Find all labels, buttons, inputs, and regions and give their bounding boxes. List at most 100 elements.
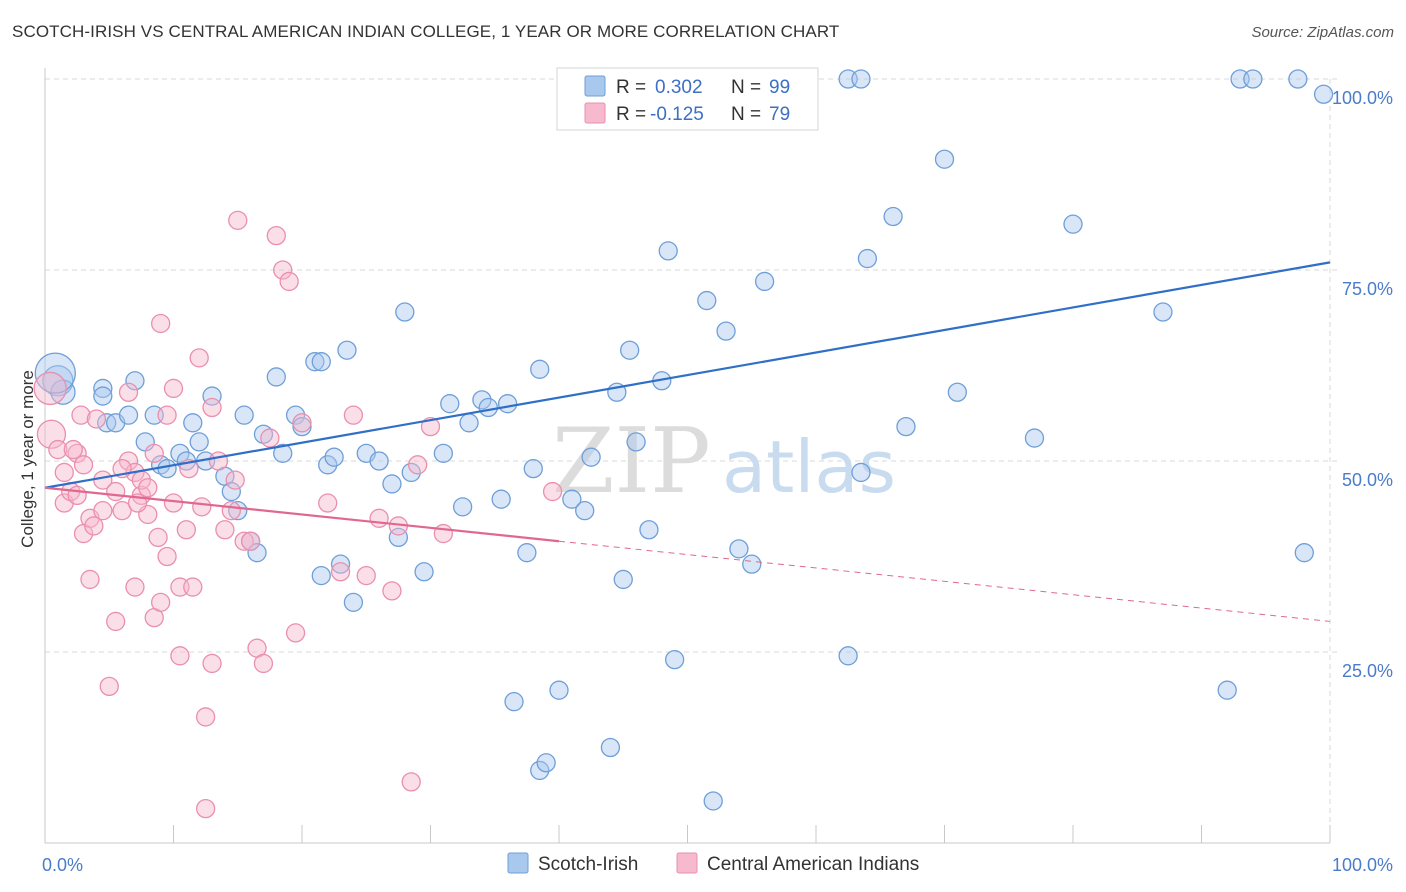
central-american-indians-point-69 xyxy=(433,523,454,544)
scotch-irish-point-11 xyxy=(157,458,177,479)
scotch-irish-point-13 xyxy=(170,443,190,464)
central-american-indians-point-78 xyxy=(225,470,245,490)
scotch-irish-point-33 xyxy=(324,447,344,467)
central-american-indians-trend-line xyxy=(44,486,560,543)
scotch-irish-point-73 xyxy=(697,290,717,311)
scotch-irish-point-90 xyxy=(1153,302,1173,322)
scotch-irish-point-93 xyxy=(1288,69,1308,89)
scotch-irish-point-49 xyxy=(478,397,498,418)
y-tick-label-0: 25.0% xyxy=(1342,661,1393,681)
central-american-indians-point-29 xyxy=(144,443,164,464)
central-american-indians-point-32 xyxy=(157,546,177,567)
central-american-indians-point-55 xyxy=(273,260,293,280)
scotch-irish-point-87 xyxy=(947,382,967,402)
central-american-indians-point-62 xyxy=(356,565,376,586)
central-american-indians-point-35 xyxy=(163,378,184,399)
scotch-irish-point-41 xyxy=(395,302,415,322)
central-american-indians-point-66 xyxy=(401,772,421,792)
bottom-legend-swatch-blue xyxy=(507,852,529,874)
central-american-indians-point-1 xyxy=(36,419,67,449)
central-american-indians-point-72 xyxy=(84,516,104,536)
scotch-irish-point-15 xyxy=(183,413,203,433)
central-american-indians-point-13 xyxy=(86,409,107,429)
y-axis-label: College, 1 year or more xyxy=(18,370,37,548)
central-american-indians-point-9 xyxy=(71,405,91,425)
scotch-irish-point-44 xyxy=(433,443,454,464)
bottom-legend-label-pink: Central American Indians xyxy=(707,854,919,875)
scotch-irish-point-77 xyxy=(742,554,762,574)
central-american-indians-point-59 xyxy=(318,493,338,513)
central-american-indians-point-64 xyxy=(382,581,402,601)
central-american-indians-point-19 xyxy=(112,501,132,521)
central-american-indians-point-42 xyxy=(195,798,216,819)
watermark-zip: ZIP xyxy=(552,409,711,514)
scotch-irish-point-78 xyxy=(754,271,775,292)
scotch-irish-point-32 xyxy=(318,455,338,475)
central-american-indians-point-15 xyxy=(93,501,113,521)
scotch-irish-point-26 xyxy=(266,367,286,387)
legend-r-value-1: 0.302 xyxy=(655,77,703,98)
scotch-irish-point-3 xyxy=(93,378,113,399)
scotch-irish-point-20 xyxy=(221,481,241,502)
bottom-legend-label-blue: Scotch-Irish xyxy=(538,854,638,875)
central-american-indians-point-48 xyxy=(228,210,248,230)
scotch-irish-point-80 xyxy=(838,646,858,666)
legend-r-value-2: -0.125 xyxy=(650,104,704,125)
scotch-irish-point-35 xyxy=(337,340,357,360)
scotch-irish-point-61 xyxy=(581,447,601,467)
central-american-indians-point-18 xyxy=(106,481,126,502)
scotch-irish-point-65 xyxy=(620,340,640,360)
central-american-indians-point-60 xyxy=(330,562,351,582)
central-american-indians-point-56 xyxy=(279,271,299,292)
central-american-indians-point-6 xyxy=(67,485,87,506)
scotch-irish-point-75 xyxy=(716,321,736,341)
central-american-indians-point-30 xyxy=(150,313,171,334)
x-tick-label-min: 0.0% xyxy=(42,855,83,875)
scotch-irish-point-43 xyxy=(414,562,434,582)
bottom-legend: Scotch-Irish Central American Indians xyxy=(507,852,919,875)
central-american-indians-point-46 xyxy=(215,520,235,540)
central-american-indians-point-50 xyxy=(240,531,261,551)
legend-swatch-pink xyxy=(584,102,606,124)
central-american-indians-point-57 xyxy=(285,623,306,643)
scotch-irish-point-97 xyxy=(311,565,331,586)
central-american-indians-point-0 xyxy=(33,371,67,406)
central-american-indians-point-21 xyxy=(118,382,139,402)
legend: R = 0.302 N = 99 R = -0.125 N = 79 xyxy=(556,67,819,131)
central-american-indians-point-63 xyxy=(369,508,389,528)
central-american-indians-point-3 xyxy=(54,462,74,483)
central-american-indians-point-71 xyxy=(63,439,83,460)
scotch-irish-point-69 xyxy=(658,241,678,261)
scotch-irish-point-8 xyxy=(125,371,145,391)
scotch-irish-point-51 xyxy=(497,394,518,414)
scotch-irish-point-27 xyxy=(273,443,293,464)
central-american-indians-point-43 xyxy=(202,653,222,674)
scotch-irish-point-58 xyxy=(549,680,569,700)
central-american-indians-point-52 xyxy=(253,653,274,674)
central-american-indians-point-16 xyxy=(99,676,119,697)
scotch-irish-point-38 xyxy=(369,451,389,471)
grid xyxy=(45,78,1340,843)
scotch-irish-point-6 xyxy=(93,386,113,406)
scotch-irish-point-64 xyxy=(613,569,633,590)
watermark: ZIP atlas xyxy=(552,409,896,514)
scotch-irish-point-42 xyxy=(401,462,421,483)
scotch-irish-point-48 xyxy=(472,390,492,410)
legend-n-label-2: N = xyxy=(731,104,761,125)
source-label: Source: ZipAtlas.com xyxy=(1251,24,1394,41)
scotch-irish-point-36 xyxy=(343,592,364,612)
central-american-indians-point-67 xyxy=(407,455,428,475)
legend-r-label-2: R = xyxy=(616,104,646,125)
central-american-indians-point-37 xyxy=(170,646,190,666)
scotch-irish-point-34 xyxy=(330,554,351,574)
scotch-irish-point-89 xyxy=(1063,214,1083,234)
central-american-indians-point-68 xyxy=(420,416,441,437)
scotch-irish-point-16 xyxy=(189,432,209,452)
central-american-indians-point-75 xyxy=(148,527,168,548)
central-american-indians-point-47 xyxy=(221,501,241,521)
chart-title: SCOTCH-IRISH VS CENTRAL AMERICAN INDIAN … xyxy=(12,22,840,41)
scotch-irish-point-57 xyxy=(536,753,556,773)
central-american-indians-trend-line-extension xyxy=(558,540,1331,622)
scotch-irish-point-76 xyxy=(729,539,749,559)
